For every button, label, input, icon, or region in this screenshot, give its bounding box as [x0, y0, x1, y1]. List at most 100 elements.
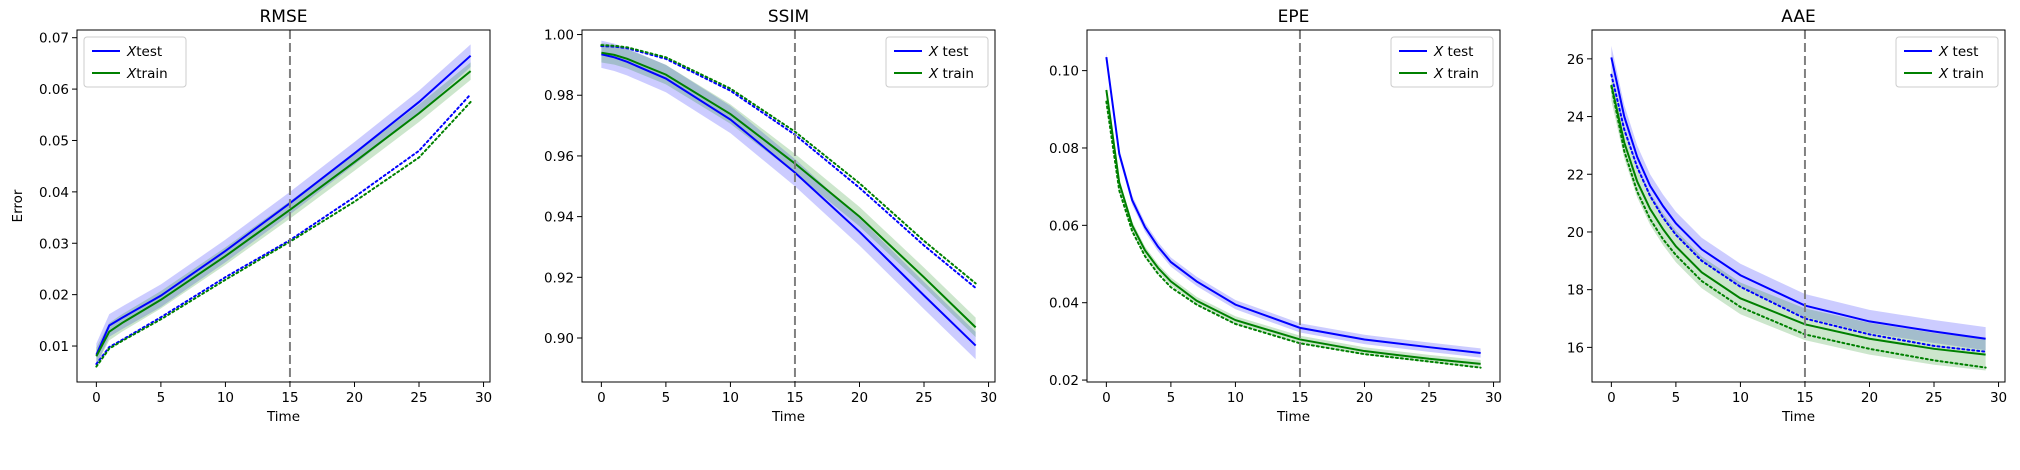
legend-label-train: Xtrain: [126, 66, 168, 82]
y-tick-label: 0.02: [1049, 373, 1079, 389]
confidence-band-test: [1106, 52, 1481, 358]
legend-text: train: [1948, 66, 1984, 82]
y-tick-label: 0.90: [544, 331, 574, 347]
legend-text: test: [136, 44, 162, 60]
legend-italic-x: X: [928, 66, 939, 82]
x-tick-label: 10: [722, 390, 739, 406]
legend-italic-x: X: [126, 66, 137, 82]
legend-label-test: X test: [1938, 44, 1978, 60]
legend-italic-x: X: [126, 44, 137, 60]
legend-box: [1895, 36, 1999, 88]
x-tick-label: 30: [1485, 390, 1502, 406]
x-tick-label: 25: [410, 390, 427, 406]
confidence-band-test: [1611, 45, 1986, 351]
x-tick-label: 15: [1796, 390, 1813, 406]
x-tick-label: 0: [92, 390, 101, 406]
axes-frame: [1086, 29, 1501, 383]
series-line-test: [1610, 57, 1986, 340]
x-tick-label: 5: [157, 390, 166, 406]
confidence-band-test: [601, 40, 976, 360]
chart-title: SSIM: [768, 7, 809, 27]
legend-italic-x: X: [928, 44, 939, 60]
y-tick-label: 26: [1567, 52, 1584, 68]
legend-label-train: X train: [928, 66, 974, 82]
x-tick-label: 10: [1732, 390, 1749, 406]
legend-text: train: [1443, 66, 1479, 82]
x-tick-label: 15: [281, 390, 298, 406]
confidence-band-test: [601, 43, 976, 338]
y-tick-label: 0.06: [1049, 218, 1079, 234]
x-tick-label: 5: [1167, 390, 1176, 406]
y-tick-label: 0.04: [39, 185, 69, 201]
y-tick-label: 0.98: [544, 88, 574, 104]
x-tick-label: 30: [1990, 390, 2007, 406]
dotted-line-test: [600, 44, 977, 285]
y-tick-label: 0.96: [544, 149, 574, 165]
legend-italic-x: X: [1938, 66, 1949, 82]
x-tick-label: 20: [1861, 390, 1878, 406]
x-tick-label: 25: [915, 390, 932, 406]
plot-area: [95, 44, 472, 368]
legend-text: test: [1948, 44, 1978, 60]
series-line-train: [95, 70, 472, 357]
chart-panel-ssim: 0 5 10 15 20 25 30 0.90 0.92 0.94 0.96 0.98 1.00 SSIM…: [544, 7, 997, 425]
y-tick-label: 0.07: [39, 31, 69, 47]
dotted-line-train: [95, 100, 472, 368]
dotted-line-train: [1105, 100, 1482, 369]
x-tick-label: 0: [1607, 390, 1616, 406]
x-tick-label: 20: [346, 390, 363, 406]
x-tick-label: 15: [1291, 390, 1308, 406]
legend-box: [1390, 36, 1494, 88]
y-tick-label: 20: [1567, 225, 1584, 241]
legend-box: [83, 36, 187, 88]
confidence-band-train: [1611, 68, 1986, 371]
x-axis-label: Time: [1276, 409, 1310, 425]
axes-frame: [76, 29, 491, 383]
series-line-test: [601, 53, 977, 347]
x-tick-label: 5: [662, 390, 671, 406]
chart-title: RMSE: [259, 7, 307, 27]
x-axis-label: Time: [1781, 409, 1815, 425]
legend-label-test: X test: [1433, 44, 1473, 60]
series-line-test: [601, 51, 977, 329]
plot-area: [1610, 45, 1987, 371]
legend-italic-x: X: [1433, 44, 1444, 60]
confidence-band-test: [96, 44, 471, 367]
chart-title: AAE: [1781, 7, 1815, 27]
legend-text: train: [938, 66, 974, 82]
axes-frame: [581, 29, 996, 383]
chart-panel-epe: 0 5 10 15 20 25 30 0.02 0.04 0.06 0.08 0.10 EPE Time X…: [1049, 7, 1502, 425]
legend-text: train: [136, 66, 167, 82]
legend-italic-x: X: [1433, 66, 1444, 82]
legend-label-train: X train: [1433, 66, 1479, 82]
y-tick-label: 0.94: [544, 210, 574, 226]
plot-area: [600, 40, 977, 360]
dotted-line-train: [1610, 85, 1987, 369]
y-tick-label: 1.00: [544, 28, 574, 44]
x-axis-label: Time: [771, 409, 805, 425]
x-tick-label: 25: [1420, 390, 1437, 406]
legend-text: test: [938, 44, 968, 60]
y-tick-label: 18: [1567, 283, 1584, 299]
x-tick-label: 20: [1356, 390, 1373, 406]
chart-title: EPE: [1278, 7, 1310, 27]
x-tick-label: 10: [1227, 390, 1244, 406]
y-tick-label: 0.08: [1049, 141, 1079, 157]
x-tick-label: 0: [1102, 390, 1111, 406]
legend-text: test: [1443, 44, 1473, 60]
legend-label-test: X test: [928, 44, 968, 60]
legend-italic-x: X: [1938, 44, 1949, 60]
x-tick-label: 30: [980, 390, 997, 406]
x-tick-label: 5: [1672, 390, 1681, 406]
x-tick-label: 0: [597, 390, 606, 406]
legend-label-train: X train: [1938, 66, 1984, 82]
series-line-test: [1105, 56, 1481, 354]
chart-panel-rmse: 0 5 10 15 20 25 30 0.01 0.02 0.03 0.04 0.05 0.06 0.07…: [10, 7, 492, 425]
plot-area: [1105, 52, 1482, 369]
y-tick-label: 0.03: [39, 236, 69, 252]
